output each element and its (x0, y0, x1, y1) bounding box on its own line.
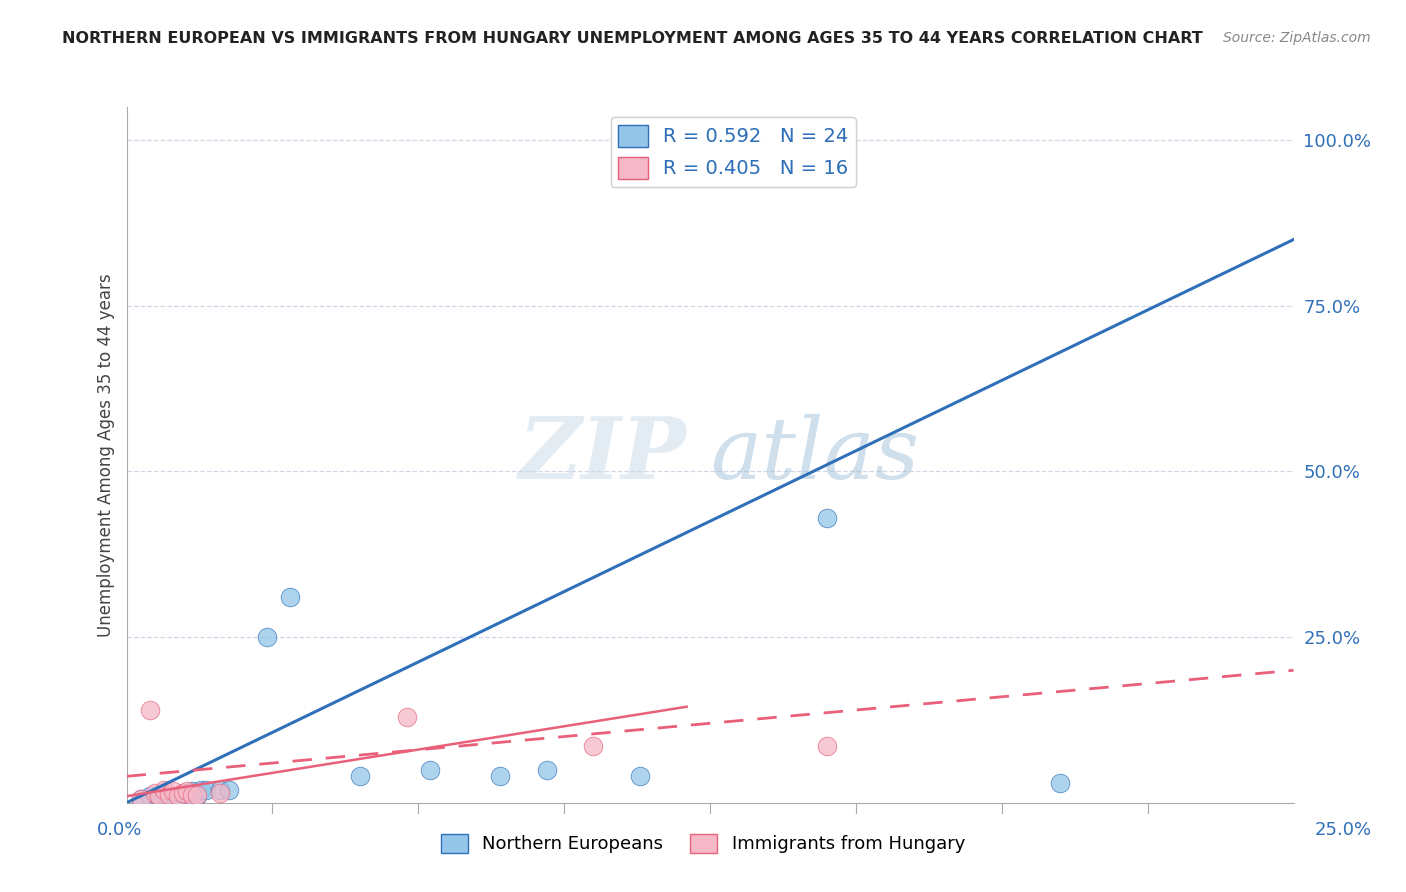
Point (349, 769, 371, 783)
Text: NORTHERN EUROPEAN VS IMMIGRANTS FROM HUNGARY UNEMPLOYMENT AMONG AGES 35 TO 44 YE: NORTHERN EUROPEAN VS IMMIGRANTS FROM HUN… (62, 31, 1204, 46)
Point (190, 782, 212, 797)
Point (278, 591, 301, 605)
Point (172, 786, 194, 800)
Point (419, 763, 441, 777)
Point (162, 789, 184, 804)
Point (1049, 776, 1071, 790)
Point (167, 790, 190, 805)
Point (157, 790, 180, 805)
Point (153, 788, 176, 802)
Point (536, 763, 558, 777)
Legend: R = 0.592   N = 24, R = 0.405   N = 16: R = 0.592 N = 24, R = 0.405 N = 16 (610, 117, 856, 187)
Point (582, 739, 605, 754)
Text: 0.0%: 0.0% (97, 821, 142, 838)
Point (186, 788, 208, 802)
Point (139, 789, 162, 804)
Point (176, 784, 198, 798)
Point (139, 703, 162, 717)
Point (129, 792, 152, 806)
Point (218, 782, 240, 797)
Point (489, 769, 512, 783)
Point (256, 630, 278, 644)
Point (208, 782, 231, 797)
Point (148, 790, 170, 805)
Text: Source: ZipAtlas.com: Source: ZipAtlas.com (1223, 31, 1371, 45)
Point (172, 786, 194, 800)
Y-axis label: Unemployment Among Ages 35 to 44 years: Unemployment Among Ages 35 to 44 years (97, 273, 115, 637)
Point (148, 789, 170, 804)
Point (167, 789, 190, 804)
Text: 25.0%: 25.0% (1315, 821, 1371, 838)
Point (194, 782, 217, 797)
Point (395, 709, 418, 723)
Point (815, 739, 838, 754)
Text: atlas: atlas (710, 414, 920, 496)
Point (129, 792, 152, 806)
Point (180, 784, 202, 798)
Point (628, 769, 651, 783)
Point (157, 788, 180, 802)
Point (815, 511, 838, 525)
Text: ZIP: ZIP (519, 413, 686, 497)
Legend: Northern Europeans, Immigrants from Hungary: Northern Europeans, Immigrants from Hung… (433, 827, 973, 861)
Point (176, 788, 198, 802)
Point (208, 786, 231, 800)
Point (162, 784, 184, 798)
Point (180, 788, 202, 802)
Point (143, 786, 166, 800)
Point (186, 789, 208, 804)
Point (153, 782, 176, 797)
